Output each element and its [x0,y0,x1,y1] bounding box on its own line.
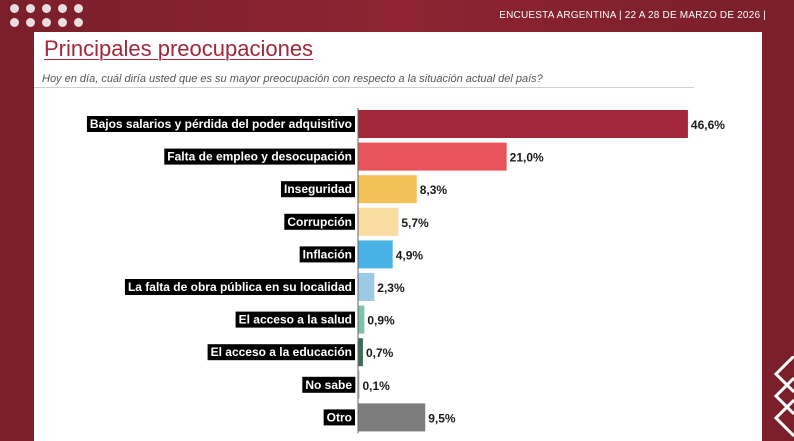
value-label: 2,3% [377,281,405,295]
bar [358,240,393,269]
category-label-group: El acceso a la salud [235,311,355,328]
value-label: 0,7% [366,346,394,360]
category-label-group: El acceso a la educación [207,344,355,361]
value-label: 9,5% [428,411,456,425]
value-label: 0,9% [367,314,395,328]
category-label-bg [235,311,355,328]
bar [358,403,426,432]
bar [358,142,507,171]
category-label: Inseguridad [284,182,352,196]
category-label: El acceso a la salud [239,313,352,327]
category-label-bg [124,279,355,295]
category-label-bg [299,246,355,263]
page-title: Principales preocupaciones [44,36,314,61]
category-label: Falta de empleo y desocupación [167,150,352,164]
bar [358,207,399,236]
bar [358,305,365,334]
category-label-group: Otro [323,409,355,426]
category-label: Inflación [303,247,352,261]
category-label-group: Inflación [299,246,355,263]
value-label: 8,3% [420,183,448,197]
value-label: 4,9% [396,248,424,262]
value-label: 21,0% [510,151,544,165]
chevron-decoration-icon [773,356,794,438]
bar [358,338,363,367]
divider [34,87,694,88]
category-label-group: Inseguridad [280,181,355,198]
content-panel: Principales preocupaciones Hoy en día, c… [34,32,762,441]
category-label: No sabe [305,378,352,392]
category-label-bg [280,181,355,198]
survey-header: ENCUESTA ARGENTINA | 22 A 28 DE MARZO DE… [499,10,766,21]
category-label: Corrupción [287,215,352,229]
value-label: 0,1% [363,379,391,393]
category-label: Otro [327,410,352,424]
category-label-bg [302,376,356,393]
category-label-bg [284,213,355,230]
category-label-bg [323,409,355,426]
category-label-bg [207,344,355,361]
category-label-bg [86,116,355,132]
bar-chart: Bajos salarios y pérdida del poder adqui… [86,108,725,434]
bar [358,110,688,138]
category-label-group: Falta de empleo y desocupación [164,148,355,165]
value-label: 5,7% [401,216,429,230]
bar [358,370,360,399]
category-label-bg [164,148,355,165]
value-label: 46,6% [691,118,725,132]
survey-question: Hoy en día, cuál diría usted que es su m… [42,73,543,85]
category-label-group: La falta de obra pública en su localidad [124,279,355,295]
category-label: Bajos salarios y pérdida del poder adqui… [90,117,352,131]
bar [358,175,417,204]
category-label-group: Bajos salarios y pérdida del poder adqui… [86,116,355,132]
category-label-group: No sabe [302,376,356,393]
category-label-group: Corrupción [284,213,355,230]
category-label: La falta de obra pública en su localidad [128,280,352,294]
bar [358,273,375,301]
category-label: El acceso a la educación [211,345,352,359]
